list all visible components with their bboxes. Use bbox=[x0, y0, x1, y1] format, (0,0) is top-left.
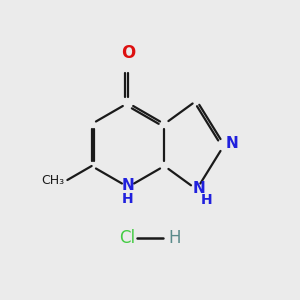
Text: O: O bbox=[121, 44, 135, 62]
Text: Cl: Cl bbox=[119, 229, 135, 247]
Text: H: H bbox=[168, 229, 181, 247]
Text: CH₃: CH₃ bbox=[41, 173, 64, 187]
Text: N: N bbox=[226, 136, 239, 151]
Text: N: N bbox=[122, 178, 134, 194]
Text: N: N bbox=[192, 181, 205, 196]
Text: H: H bbox=[201, 194, 212, 208]
Text: H: H bbox=[122, 192, 134, 206]
